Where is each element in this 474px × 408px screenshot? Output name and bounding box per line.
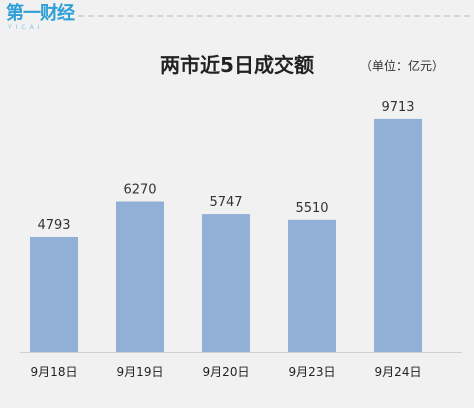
data-label-5: 9713 xyxy=(381,100,414,115)
brand-logo-subtext: YICAI xyxy=(8,24,44,31)
bar-1 xyxy=(30,236,78,352)
bar-5 xyxy=(374,118,422,352)
data-label-3: 5747 xyxy=(209,195,242,210)
bar-4 xyxy=(288,219,336,352)
data-label-2: 6270 xyxy=(123,183,156,198)
data-label-1: 4793 xyxy=(37,218,70,233)
x-tick-label-2: 9月19日 xyxy=(117,365,164,379)
chart-title: 两市近5日成交额 xyxy=(160,53,314,77)
bar-3 xyxy=(202,214,250,352)
x-tick-label-4: 9月23日 xyxy=(289,365,336,379)
brand-logo-text: 第一财经 xyxy=(6,3,75,24)
header-divider xyxy=(78,15,470,17)
bar-2 xyxy=(116,201,164,352)
brand-logo: 第一财经 YICAI xyxy=(6,3,75,32)
data-label-4: 5510 xyxy=(295,201,328,216)
unit-note: （单位：亿元） xyxy=(359,59,444,73)
x-tick-label-1: 9月18日 xyxy=(31,365,78,379)
x-tick-label-3: 9月20日 xyxy=(203,365,250,379)
x-tick-label-5: 9月24日 xyxy=(375,365,422,379)
